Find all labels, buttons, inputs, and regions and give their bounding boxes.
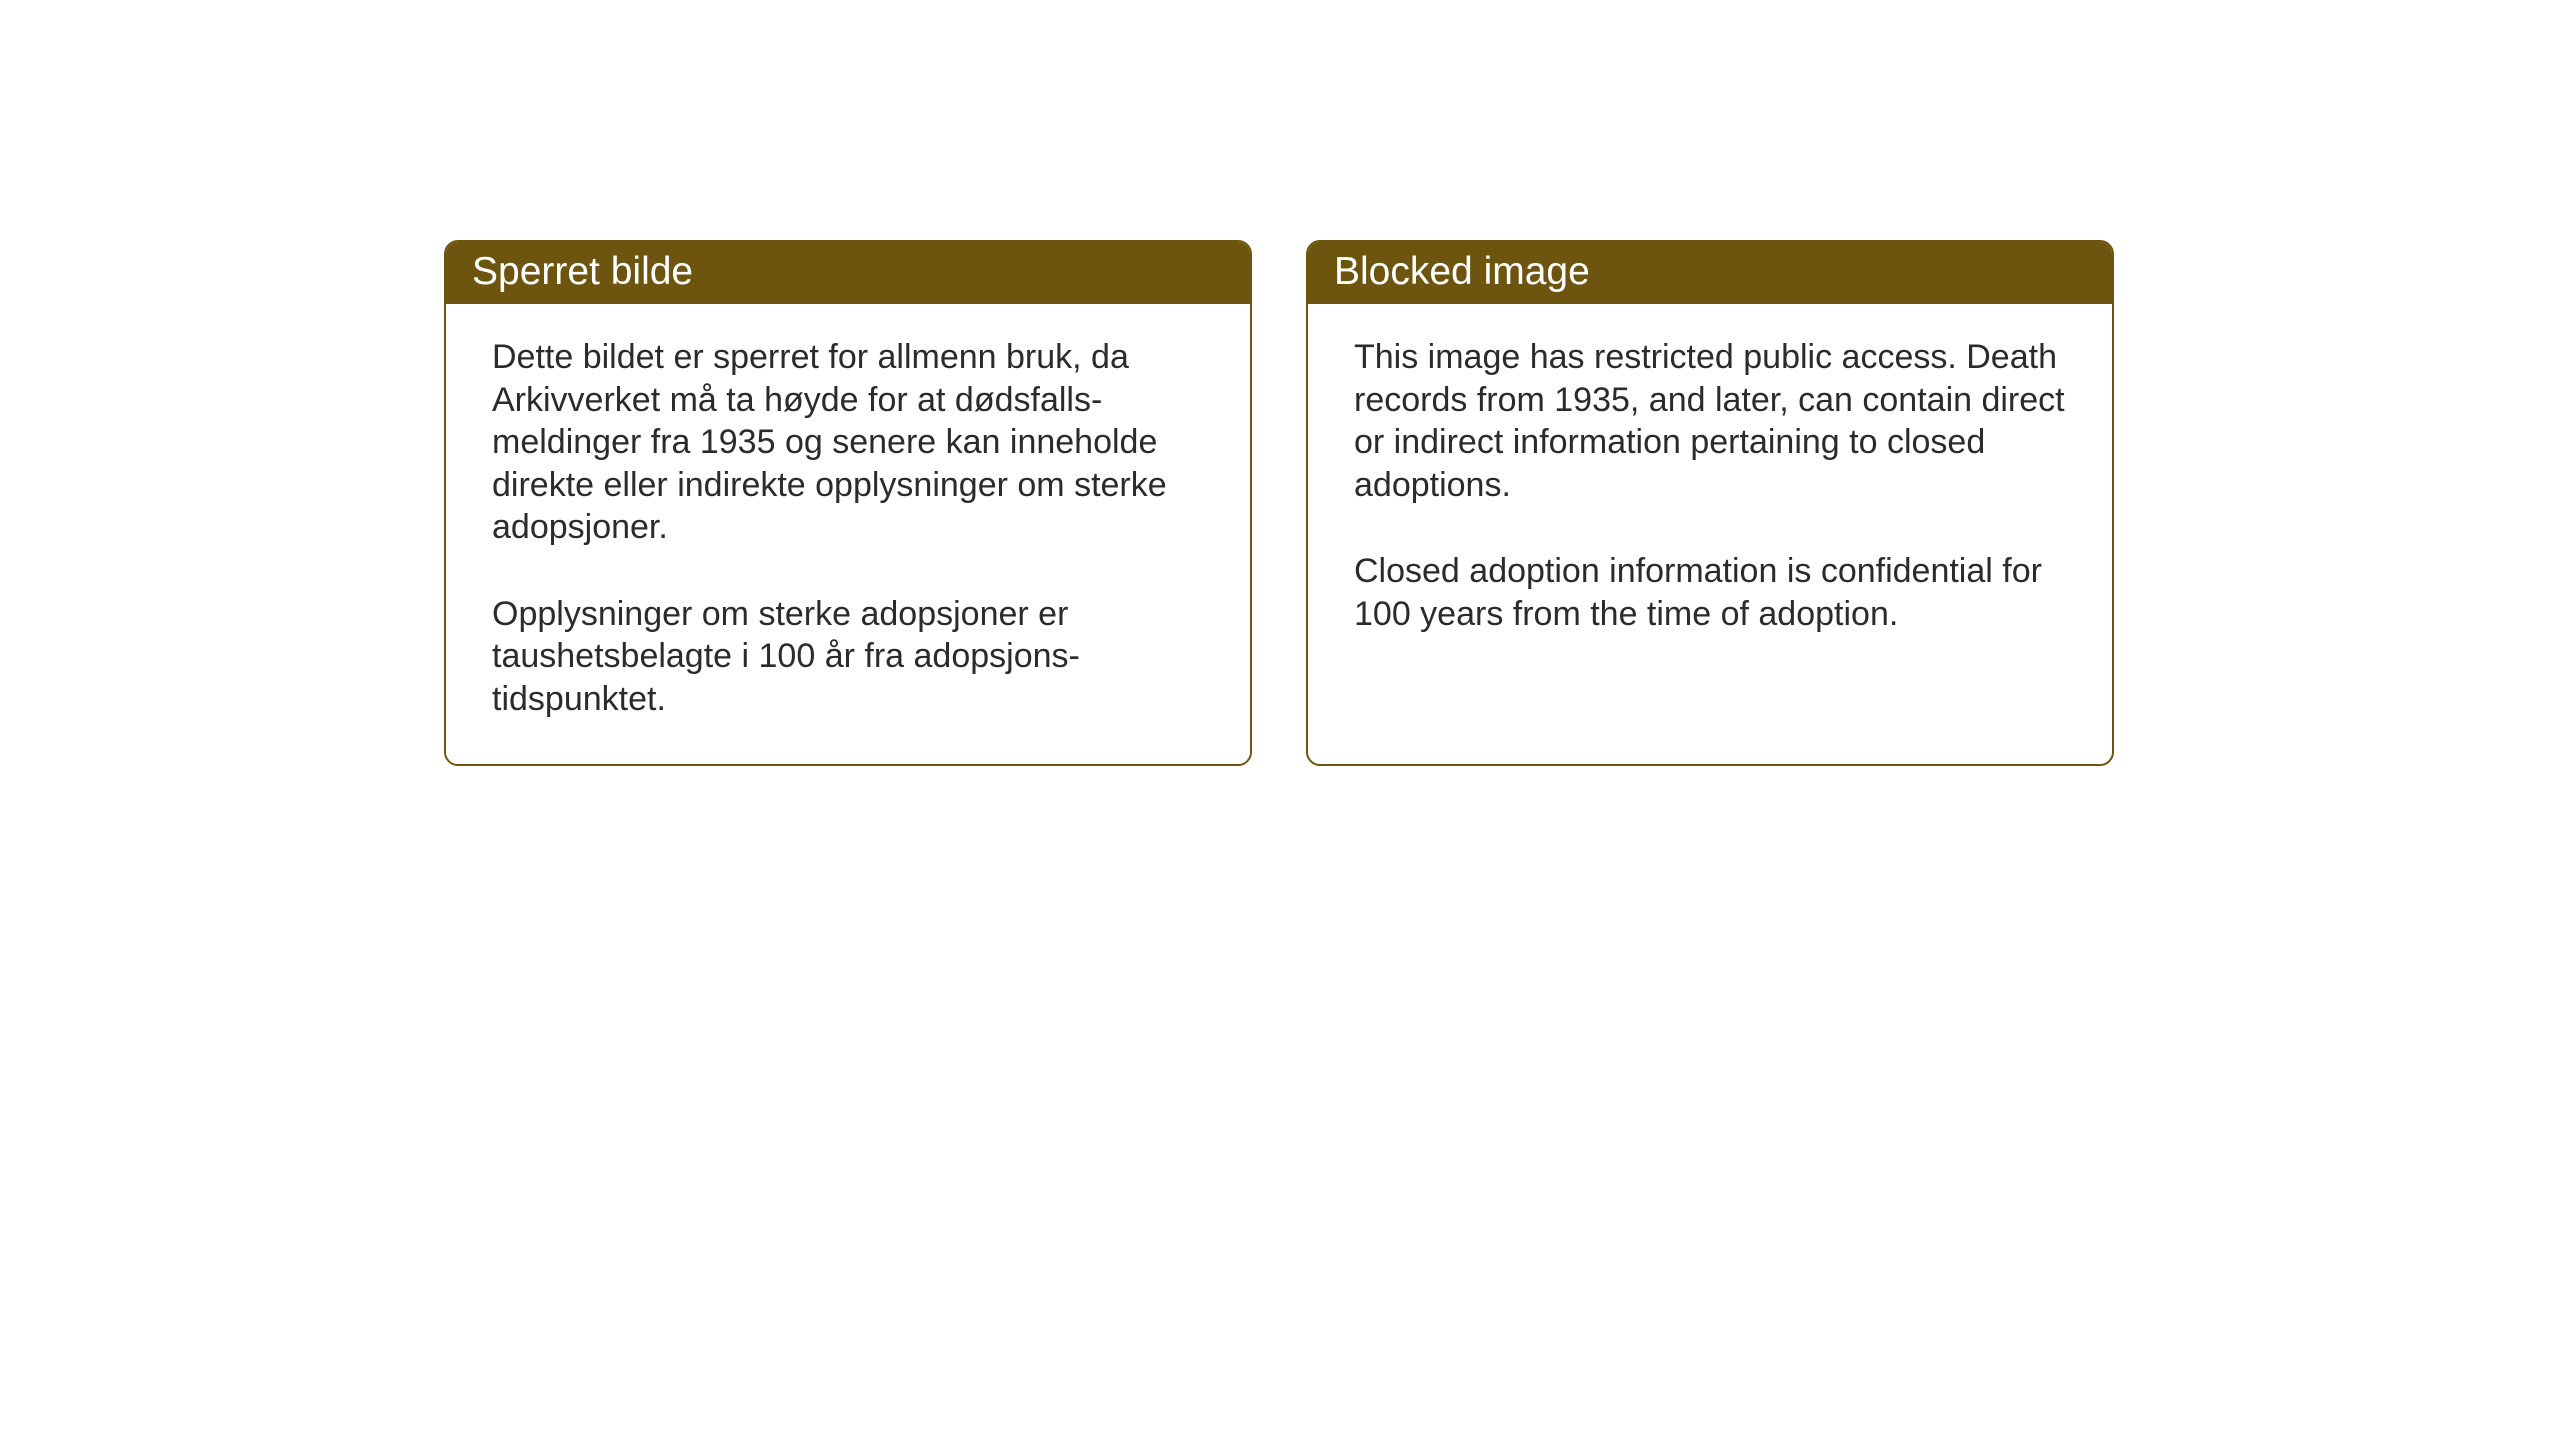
- card-english-title: Blocked image: [1334, 250, 1590, 293]
- card-norwegian-header: Sperret bilde: [446, 242, 1250, 304]
- card-english-header: Blocked image: [1308, 242, 2112, 304]
- card-norwegian-paragraph-1: Dette bildet er sperret for allmenn bruk…: [492, 336, 1204, 549]
- card-english-body: This image has restricted public access.…: [1308, 304, 2112, 679]
- cards-container: Sperret bilde Dette bildet er sperret fo…: [444, 240, 2114, 766]
- card-english-paragraph-1: This image has restricted public access.…: [1354, 336, 2066, 506]
- card-norwegian: Sperret bilde Dette bildet er sperret fo…: [444, 240, 1252, 766]
- card-english: Blocked image This image has restricted …: [1306, 240, 2114, 766]
- card-english-paragraph-2: Closed adoption information is confident…: [1354, 550, 2066, 635]
- card-norwegian-title: Sperret bilde: [472, 250, 693, 293]
- card-norwegian-paragraph-2: Opplysninger om sterke adopsjoner er tau…: [492, 593, 1204, 721]
- card-norwegian-body: Dette bildet er sperret for allmenn bruk…: [446, 304, 1250, 764]
